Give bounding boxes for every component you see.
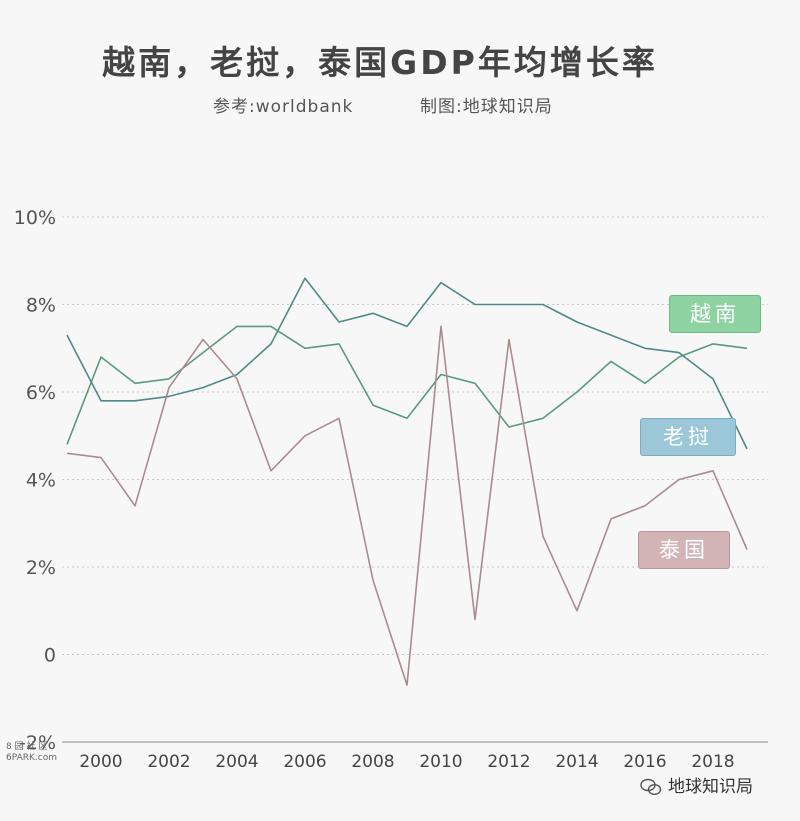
series-line-thailand <box>66 325 748 686</box>
chart-title: 越南，老挝，泰国GDP年均增长率 <box>102 43 658 82</box>
watermark-6park: 8 园 社 区 6PARK.com <box>6 742 57 764</box>
x-tick-label: 2002 <box>147 752 190 772</box>
series-line-laos <box>66 277 748 450</box>
x-tick-label: 2018 <box>691 752 734 772</box>
x-tick-label: 2014 <box>555 752 598 772</box>
x-tick-label: 2016 <box>623 752 666 772</box>
x-axis-ticks: 2000 2002 2004 2006 2008 2010 2012 2014 2016 2018 <box>79 752 734 772</box>
x-tick-label: 2010 <box>419 752 462 772</box>
source-note: 参考:worldbank <box>213 97 354 117</box>
y-tick-label: 4% <box>26 470 56 492</box>
x-tick-label: 2004 <box>215 752 258 772</box>
wechat-icon <box>640 778 662 796</box>
watermark-6park-bottom: 6PARK.com <box>6 753 57 763</box>
grid-lines <box>62 216 768 743</box>
series-lines <box>66 277 748 686</box>
x-tick-label: 2006 <box>283 752 326 772</box>
y-tick-label: 0 <box>44 645 56 667</box>
y-tick-label: 2% <box>26 557 56 579</box>
y-tick-label: 8% <box>26 295 56 317</box>
watermark-6park-top: 8 园 社 区 <box>6 742 48 752</box>
maker-note: 制图:地球知识局 <box>420 97 553 117</box>
legend-laos: 老挝 <box>640 418 736 456</box>
legend-thailand: 泰国 <box>638 531 730 569</box>
y-tick-label: 6% <box>26 382 56 404</box>
y-axis-ticks: -2% 0 2% 4% 6% 8% 10% <box>14 207 56 754</box>
legend-vietnam: 越南 <box>669 295 761 333</box>
series-line-vietnam <box>66 325 748 445</box>
y-tick-label: 10% <box>14 207 56 229</box>
watermark-account: 地球知识局 <box>640 772 753 797</box>
x-tick-label: 2012 <box>487 752 530 772</box>
x-tick-label: 2008 <box>351 752 394 772</box>
watermark-account-name: 地球知识局 <box>668 777 753 797</box>
x-tick-label: 2000 <box>79 752 122 772</box>
y-tick-label: -2% <box>19 732 56 754</box>
